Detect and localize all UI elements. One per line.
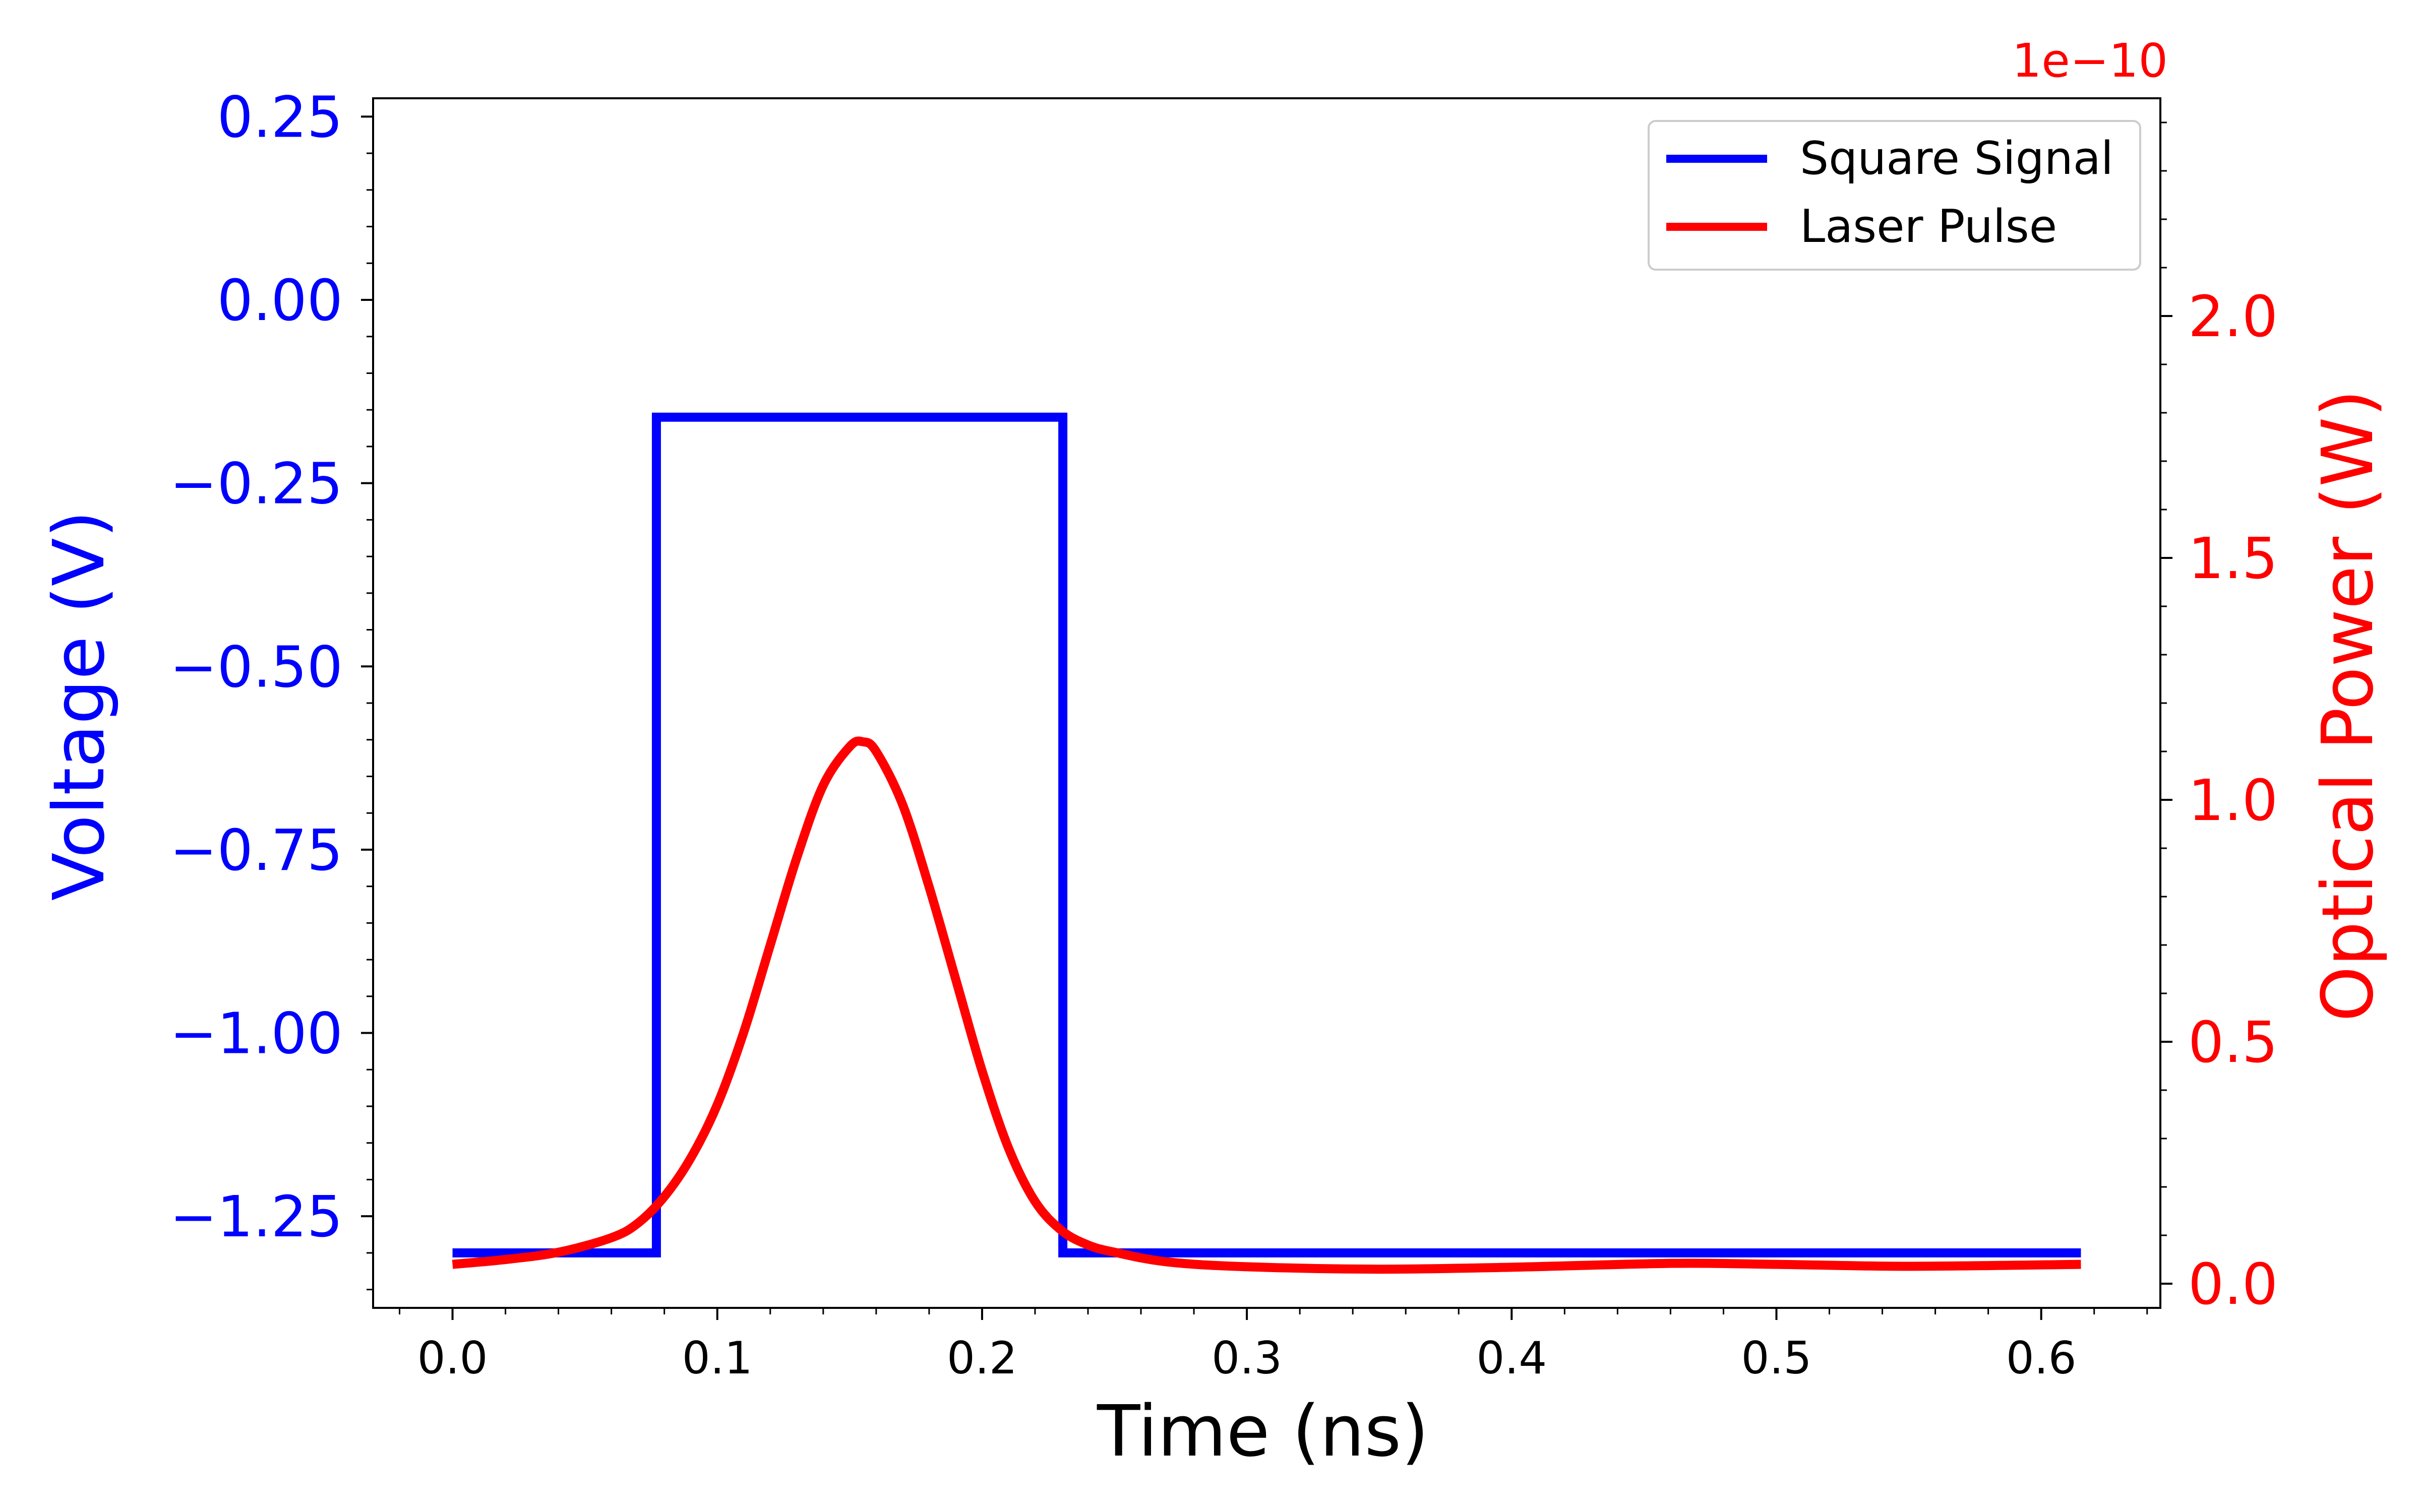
y-tick-label: −0.25	[170, 452, 343, 517]
y2-tick-label: 0.5	[2188, 1010, 2278, 1076]
y-axis-right-title: Optical Power (W)	[2307, 390, 2389, 1022]
y-tick-label: −0.75	[170, 818, 343, 884]
x-tick-label: 0.5	[1741, 1332, 1812, 1384]
x-tick-label: 0.6	[2006, 1332, 2077, 1384]
legend: Square Signal Laser Pulse	[1648, 120, 2141, 271]
y2-tick-label: 1.0	[2188, 768, 2278, 834]
series-line-laser-pulse	[452, 736, 2081, 1274]
y-axis-left: 0.25 0.00 −0.25 −0.50 −0.75 −1.00 −1.25	[170, 85, 373, 1291]
x-tick-label: 0.3	[1212, 1332, 1282, 1384]
y-tick-label: 0.25	[217, 85, 343, 150]
y-tick-label: −1.00	[170, 1001, 343, 1067]
x-axis: 0.0 0.1 0.2 0.3 0.4 0.5 0.6	[399, 1308, 2148, 1384]
y-tick-label: 0.00	[217, 268, 343, 334]
x-tick-label: 0.2	[947, 1332, 1017, 1384]
legend-label-square-signal: Square Signal	[1800, 132, 2113, 185]
y2-tick-label: 0.0	[2188, 1252, 2278, 1317]
y-axis-right: 2.0 1.5 1.0 0.5 0.0	[2160, 121, 2278, 1317]
plot-area	[452, 412, 2081, 1274]
y-axis-left-title: Voltage (V)	[38, 511, 120, 901]
x-tick-label: 0.4	[1476, 1332, 1547, 1384]
y-tick-label: −1.25	[170, 1184, 343, 1250]
x-tick-label: 0.0	[417, 1332, 488, 1384]
series-line-square-signal	[452, 412, 2081, 1257]
x-tick-label: 0.1	[682, 1332, 753, 1384]
y-tick-label: −0.50	[170, 635, 343, 700]
axes-frame	[372, 97, 2161, 1309]
legend-box	[1648, 120, 2141, 271]
x-axis-title: Time (ns)	[1097, 1391, 1429, 1473]
legend-label-laser-pulse: Laser Pulse	[1800, 200, 2057, 253]
y2-tick-label: 1.5	[2188, 526, 2278, 592]
y2-tick-label: 2.0	[2188, 284, 2278, 350]
y-axis-right-offset-text: 1e−10	[2012, 34, 2168, 88]
